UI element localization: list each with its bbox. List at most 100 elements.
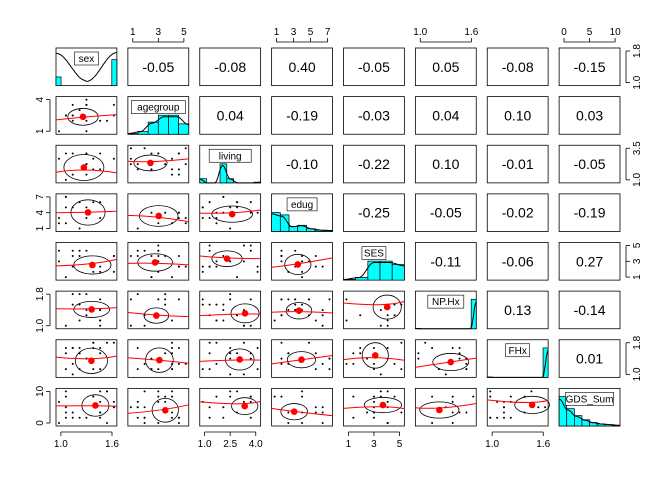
correlation-value: 0.10	[504, 107, 531, 123]
data-point	[444, 373, 447, 376]
data-point	[99, 368, 102, 371]
data-point	[424, 341, 427, 344]
panel-frame	[343, 290, 405, 330]
data-point	[78, 319, 81, 322]
data-point	[215, 303, 218, 306]
data-point	[321, 265, 324, 268]
panel-NP.Hx-NP.Hx: NP.Hx	[414, 290, 477, 330]
data-point	[215, 265, 218, 268]
right-tick-label: 3	[632, 258, 643, 264]
panel-SES-living	[199, 242, 262, 281]
panel-NP.Hx-agegroup	[127, 290, 190, 330]
bottom-tick-label: 1.0	[198, 439, 212, 450]
data-point	[129, 255, 132, 258]
data-point	[386, 347, 389, 350]
data-point	[164, 352, 167, 355]
data-point	[249, 416, 252, 419]
loess-line	[55, 258, 117, 267]
data-point	[157, 249, 160, 252]
panel-living-edug: -0.10	[271, 144, 333, 184]
correlation-ellipse	[432, 353, 470, 372]
data-point	[177, 216, 180, 219]
correlation-value: -0.05	[574, 156, 606, 172]
panel-frame	[271, 96, 333, 135]
data-point	[458, 357, 461, 360]
data-point	[215, 222, 218, 225]
data-point	[229, 390, 232, 393]
panel-living-sex	[55, 144, 118, 184]
panel-frame	[55, 387, 118, 427]
panel-agegroup-SES: -0.03	[343, 96, 405, 135]
data-point	[544, 406, 547, 409]
panel-NP.Hx-sex	[55, 290, 118, 330]
data-point	[249, 244, 252, 247]
data-point	[150, 357, 153, 360]
data-point	[177, 168, 180, 171]
data-point	[229, 260, 232, 263]
data-point	[64, 324, 67, 327]
data-point	[78, 227, 81, 230]
correlation-ellipse	[363, 397, 403, 414]
data-point	[393, 395, 396, 398]
correlation-value: 0.04	[432, 107, 459, 123]
panel-living-SES: -0.22	[343, 144, 405, 184]
density-curve	[55, 52, 117, 82]
data-point	[314, 368, 317, 371]
panel-frame	[558, 96, 621, 135]
correlation-value: -0.10	[286, 156, 318, 172]
data-point	[379, 390, 382, 393]
data-point	[157, 390, 160, 393]
histogram-bar	[391, 264, 405, 281]
correlation-value: -0.05	[142, 59, 174, 75]
data-point	[458, 411, 461, 414]
data-point	[314, 411, 317, 414]
loess-line	[127, 158, 189, 163]
data-point	[301, 303, 304, 306]
data-point	[171, 319, 174, 322]
data-point	[136, 227, 139, 230]
correlation-value: -0.03	[358, 107, 390, 123]
variable-label-box	[361, 246, 387, 260]
correlation-value: -0.19	[574, 205, 606, 221]
data-point	[372, 395, 375, 398]
panel-NP.Hx-living	[199, 290, 262, 330]
data-point	[143, 406, 146, 409]
correlation-value: 0.05	[432, 59, 459, 75]
data-point	[372, 368, 375, 371]
data-point	[465, 368, 468, 371]
data-point	[112, 103, 115, 106]
data-point	[58, 222, 60, 225]
correlation-ellipse	[514, 395, 550, 414]
panel-frame	[199, 387, 262, 427]
data-point	[157, 152, 160, 155]
data-point	[99, 119, 102, 122]
panel-edug-edug: edug	[271, 193, 333, 232]
correlation-ellipse	[372, 294, 402, 320]
variable-label-box	[505, 343, 530, 358]
data-point	[215, 216, 218, 219]
data-point	[400, 411, 403, 414]
variable-label-box	[208, 148, 252, 163]
panel-GDS_Sum-NP.Hx	[414, 387, 477, 427]
mean-point	[379, 401, 387, 409]
panel-frame	[127, 47, 190, 87]
data-point	[136, 168, 139, 171]
data-point	[157, 422, 160, 424]
variable-name: agegroup	[137, 103, 180, 114]
data-point	[489, 390, 492, 393]
correlation-ellipse	[67, 108, 99, 126]
data-point	[229, 395, 232, 398]
loess-line	[199, 359, 261, 362]
panel-agegroup-sex	[55, 96, 118, 135]
data-point	[99, 319, 102, 322]
data-point	[184, 265, 187, 268]
mean-point	[79, 113, 87, 121]
data-point	[85, 216, 88, 219]
data-point	[509, 395, 512, 398]
panel-GDS_Sum-FHx	[486, 387, 550, 427]
data-point	[136, 368, 139, 371]
data-point	[215, 260, 218, 263]
data-point	[171, 173, 174, 176]
data-point	[294, 249, 297, 252]
data-point	[177, 362, 180, 365]
